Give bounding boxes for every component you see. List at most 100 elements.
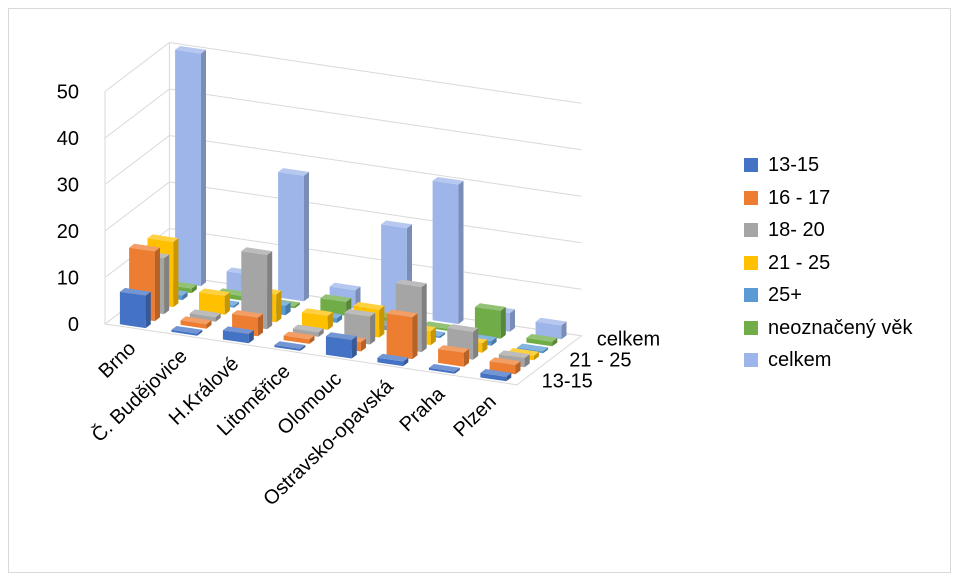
- x-tick-label: Plzen: [449, 391, 500, 442]
- legend-item: neoznačený věk: [744, 312, 913, 345]
- y-tick-label: 30: [57, 175, 79, 197]
- bar: [480, 369, 512, 382]
- y-tick-label: 20: [57, 221, 79, 243]
- bar: [438, 345, 469, 367]
- bar: [377, 353, 409, 367]
- legend-swatch: [744, 320, 758, 335]
- legend-label: 21 - 25: [768, 251, 831, 274]
- legend-swatch: [744, 353, 758, 367]
- bar-top-face: [498, 350, 530, 358]
- bar-top-face: [329, 282, 361, 291]
- bar-top-face: [189, 309, 221, 318]
- bar-top-face: [526, 334, 558, 342]
- legend: 13-15 16 - 17 18- 20 21 - 25 25+ neoznačený v…: [744, 149, 913, 377]
- bar-side-face: [454, 367, 460, 374]
- bar-side-face: [440, 332, 446, 339]
- bar: [302, 308, 333, 330]
- bar-top-face: [222, 326, 254, 334]
- bar: [222, 326, 254, 344]
- bar-side-face: [403, 357, 409, 367]
- bar-side-face: [561, 321, 567, 340]
- bar-side-face: [309, 335, 315, 344]
- bar: [428, 364, 460, 374]
- bar-side-face: [337, 314, 343, 323]
- bar-side-face: [351, 336, 357, 359]
- bar: [171, 326, 203, 336]
- bar-top-face: [517, 343, 549, 352]
- bar-top-face: [147, 234, 179, 242]
- bar-top-face: [278, 168, 309, 176]
- legend-item: 16 - 17: [744, 182, 913, 215]
- depth-tick-label: 21 - 25: [569, 349, 631, 371]
- legend-swatch: [744, 223, 758, 237]
- bar: [292, 324, 324, 337]
- bar-front-face: [274, 345, 301, 351]
- bar-top-face: [489, 357, 521, 365]
- bar: [274, 341, 306, 351]
- bar-side-face: [509, 309, 515, 332]
- bar: [432, 177, 464, 325]
- bar-top-face: [241, 247, 273, 255]
- legend-item: celkem: [744, 344, 913, 377]
- bar-top-face: [377, 353, 409, 362]
- bar-side-face: [206, 320, 212, 329]
- bar-side-face: [552, 337, 558, 347]
- bar: [189, 309, 221, 322]
- legend-swatch: [744, 158, 758, 172]
- bar-side-face: [303, 171, 309, 302]
- y-tick-label: 10: [57, 268, 79, 290]
- bar-front-face: [526, 337, 553, 347]
- legend-label: 16 - 17: [768, 186, 831, 209]
- bar-side-face: [267, 251, 273, 330]
- bar-front-face: [535, 321, 562, 340]
- bar-top-face: [386, 309, 418, 318]
- bar-side-face: [200, 49, 206, 287]
- bar-side-face: [360, 338, 366, 352]
- bar: [241, 247, 273, 330]
- bar-front-face: [386, 313, 413, 360]
- bar-top-face: [175, 46, 206, 54]
- bar-front-face: [241, 251, 268, 330]
- legend-item: 13-15: [744, 149, 913, 182]
- x-tick-label: Brno: [95, 338, 141, 383]
- bar-side-face: [506, 372, 512, 382]
- bar-front-face: [432, 180, 459, 325]
- bar-top-face: [344, 309, 376, 317]
- bar-front-face: [325, 336, 352, 359]
- legend-item: 18- 20: [744, 214, 913, 247]
- bar-side-face: [421, 283, 427, 353]
- bar: [474, 303, 506, 339]
- legend-swatch: [744, 255, 758, 270]
- y-tick-label: 50: [57, 82, 79, 104]
- depth-tick-label: 13-15: [542, 370, 593, 392]
- bar-side-face: [543, 347, 549, 354]
- legend-label: neoznačený věk: [768, 316, 913, 339]
- bar-side-face: [463, 348, 469, 367]
- bar: [526, 334, 558, 347]
- depth-tick-label: celkem: [597, 328, 660, 350]
- bar-side-face: [294, 302, 300, 309]
- bar-top-face: [353, 302, 385, 310]
- bar-top-face: [171, 326, 203, 334]
- bar-front-face: [428, 367, 455, 374]
- bar-front-face: [189, 313, 216, 322]
- bar-front-face: [222, 330, 249, 344]
- bar-top-face: [199, 288, 230, 297]
- legend-item: 25+: [744, 279, 913, 312]
- bar-front-face: [278, 172, 304, 302]
- chart-frame: 0 10 20 30 40 50 Brno Č. Budějovice H.Králové Lit…: [8, 8, 951, 573]
- bar-side-face: [191, 284, 197, 294]
- bar: [119, 287, 151, 329]
- bar: [325, 332, 357, 359]
- legend-label: 13-15: [768, 154, 820, 176]
- bar: [180, 316, 212, 329]
- bar-top-face: [395, 279, 427, 287]
- bar-top-face: [428, 364, 460, 372]
- bar-side-face: [234, 301, 240, 308]
- legend-swatch: [744, 190, 758, 205]
- bar-side-face: [473, 328, 479, 360]
- bar-front-face: [119, 291, 146, 329]
- bar-top-face: [129, 243, 160, 252]
- bar-top-face: [480, 369, 512, 377]
- bar-side-face: [370, 312, 376, 345]
